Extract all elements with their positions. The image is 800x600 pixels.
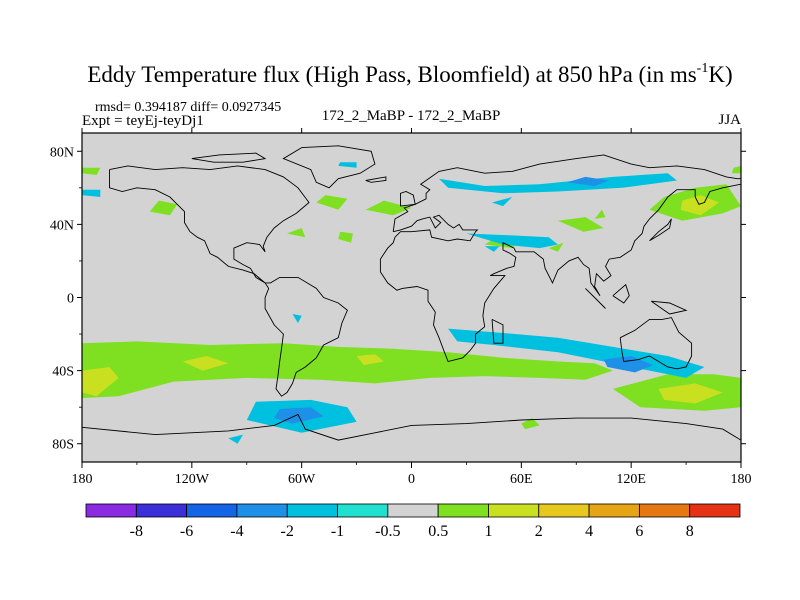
coastline-1 xyxy=(282,145,376,189)
positive-flux-region-3 xyxy=(356,354,384,366)
colorbar-swatch-6 xyxy=(387,503,439,518)
colorbar-label-8: 2 xyxy=(535,523,543,540)
colorbar-swatch-4 xyxy=(286,503,338,518)
coastline-7 xyxy=(649,218,672,242)
negative-flux-region-10 xyxy=(228,434,244,444)
colorbar-swatch-11 xyxy=(638,503,691,518)
colorbar-swatch-5 xyxy=(337,503,389,518)
positive-flux-region-11 xyxy=(287,228,306,238)
lon-tick-label-5: 120E xyxy=(616,472,646,487)
right-label: JJA xyxy=(718,112,741,128)
coastline-9 xyxy=(612,283,630,304)
chart-title-exponent: -1 xyxy=(697,61,709,76)
colorbar-label-10: 6 xyxy=(635,523,643,540)
coastline-12 xyxy=(82,413,741,441)
chart-title-main: Eddy Temperature flux (High Pass, Bloomf… xyxy=(87,62,696,87)
colorbar-swatch-8 xyxy=(488,503,540,518)
colorbar-label-11: 8 xyxy=(686,523,694,540)
colorbar-label-4: -1 xyxy=(331,523,344,540)
chart-title-suffix: K) xyxy=(708,62,732,87)
colorbar-label-6: 0.5 xyxy=(428,523,448,540)
contour-layer xyxy=(82,162,741,444)
negative-flux-region-8 xyxy=(492,197,513,207)
negative-flux-region-5 xyxy=(567,176,610,186)
colorbar-label-2: -4 xyxy=(230,523,243,540)
positive-flux-region-7 xyxy=(680,195,719,216)
positive-flux-region-2 xyxy=(182,356,229,371)
positive-flux-region-1 xyxy=(82,367,119,397)
negative-flux-region-3 xyxy=(603,356,654,373)
lat-tick-label-0: 80N xyxy=(50,145,74,160)
lon-tick-label-1: 120W xyxy=(175,472,210,487)
coastline-5 xyxy=(619,317,693,370)
colorbar-label-3: -2 xyxy=(281,523,294,540)
longitude-axis: 180 120W 60W 0 60E 120E 180 xyxy=(72,128,752,487)
lat-tick-label-2: 0 xyxy=(67,292,74,307)
lon-tick-label-4: 60E xyxy=(510,472,533,487)
center-label: 172_2_MaBP - 172_2_MaBP xyxy=(322,108,501,124)
colorbar-label-7: 1 xyxy=(485,523,493,540)
chart-title: Eddy Temperature flux (High Pass, Bloomf… xyxy=(87,61,732,87)
colorbar-label-9: 4 xyxy=(585,523,593,540)
positive-flux-region-10 xyxy=(365,200,412,216)
negative-flux-region-7 xyxy=(466,233,558,249)
map-background xyxy=(82,133,741,462)
colorbar-swatch-0 xyxy=(85,503,137,518)
positive-flux-region-13 xyxy=(82,167,101,175)
colorbar-swatch-2 xyxy=(186,503,238,518)
negative-flux-region-6 xyxy=(338,162,357,168)
colorbar-label-0: -8 xyxy=(130,523,143,540)
lon-tick-label-2: 60W xyxy=(288,472,316,487)
coastline-layer xyxy=(82,145,741,441)
positive-flux-region-18 xyxy=(521,418,540,430)
coastline-10 xyxy=(651,300,688,315)
lon-tick-label-3: 0 xyxy=(408,472,415,487)
positive-flux-region-8 xyxy=(149,200,178,216)
colorbar-swatch-10 xyxy=(588,503,640,518)
colorbar-label-5: -0.5 xyxy=(375,523,400,540)
positive-flux-region-9 xyxy=(316,195,348,210)
positive-flux-region-15 xyxy=(548,242,564,252)
colorbar-swatch-12 xyxy=(689,503,741,518)
coastline-4 xyxy=(491,318,504,344)
coastline-8 xyxy=(585,288,606,309)
colorbar: -8 -6 -4 -2 -1 -0.5 0.5 1 2 4 6 8 xyxy=(85,503,741,540)
colorbar-swatch-1 xyxy=(135,503,188,518)
negative-flux-region-9 xyxy=(484,246,500,252)
lon-tick-label-0: 180 xyxy=(72,472,93,487)
coastline-11 xyxy=(365,176,387,183)
left-label: Expt = teyEj-teyDj1 xyxy=(82,113,204,129)
stats-line: rmsd= 0.394187 diff= 0.0927345 xyxy=(95,100,281,115)
colorbar-swatch-3 xyxy=(236,503,288,518)
positive-flux-region-14 xyxy=(557,217,604,232)
lat-tick-label-1: 40N xyxy=(50,218,74,233)
latitude-axis: 80N 40N 0 40S 80S xyxy=(50,145,746,453)
coastline-3 xyxy=(379,154,741,363)
negative-flux-region-11 xyxy=(292,314,302,324)
lat-tick-label-4: 80S xyxy=(52,438,74,453)
coastline-0 xyxy=(109,165,348,397)
colorbar-label-1: -6 xyxy=(180,523,193,540)
lat-tick-label-3: 40S xyxy=(52,365,74,380)
colorbar-swatch-9 xyxy=(538,503,590,518)
negative-flux-region-4 xyxy=(439,173,677,194)
positive-flux-region-16 xyxy=(594,209,606,219)
positive-flux-region-5 xyxy=(658,383,723,404)
negative-flux-region-12 xyxy=(82,189,101,197)
positive-flux-region-19 xyxy=(731,165,741,174)
coastline-2 xyxy=(191,152,267,163)
positive-flux-region-12 xyxy=(338,231,353,243)
coastline-6 xyxy=(400,191,416,207)
positive-flux-region-0 xyxy=(82,341,613,398)
colorbar-swatch-7 xyxy=(437,503,489,518)
lon-tick-label-6: 180 xyxy=(731,472,752,487)
